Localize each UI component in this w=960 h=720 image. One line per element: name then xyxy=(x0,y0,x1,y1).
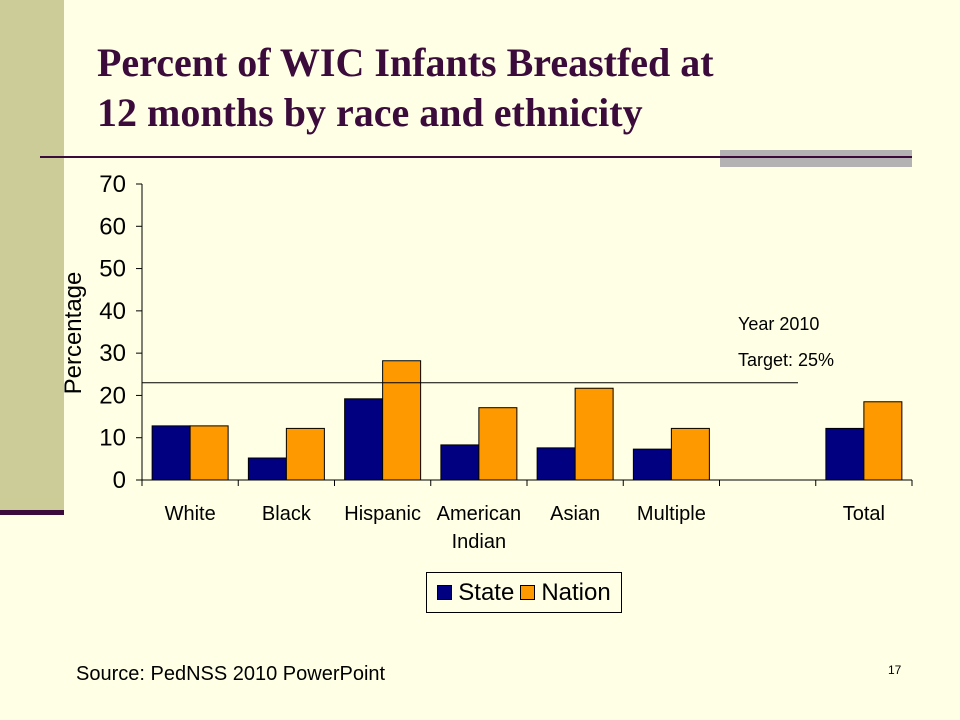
slide-title-line-1: Percent of WIC Infants Breastfed at xyxy=(97,40,714,85)
slide-title-line-2: 12 months by race and ethnicity xyxy=(97,90,643,135)
x-category-label: Multiple xyxy=(637,503,706,525)
title-underline xyxy=(40,156,912,158)
title-underline-overlay xyxy=(720,156,912,158)
y-tick-label: 30 xyxy=(99,340,126,367)
bar-nation xyxy=(863,401,903,481)
bar-state xyxy=(151,425,191,481)
bar-state xyxy=(440,444,480,481)
bar-state xyxy=(825,427,865,481)
source-note: Source: PedNSS 2010 PowerPoint xyxy=(76,663,386,685)
y-tick-label: 10 xyxy=(99,425,126,452)
x-category-label: Total xyxy=(843,503,885,525)
y-axis-label-text: Percentage xyxy=(60,271,87,395)
bar-nation xyxy=(382,360,422,481)
bar-state xyxy=(247,457,287,481)
legend-label-state: State xyxy=(458,578,515,606)
bar-nation xyxy=(574,387,614,481)
legend-swatch-state xyxy=(437,585,453,600)
bar-nation xyxy=(670,427,710,481)
legend-label-nation: Nation xyxy=(541,578,611,606)
bar-nation xyxy=(285,427,325,481)
side-decoration-accent xyxy=(0,510,64,515)
y-tick-label: 60 xyxy=(99,213,126,240)
page-number: 17 xyxy=(888,663,902,677)
title-underline-accent xyxy=(720,150,912,167)
legend-swatch-nation xyxy=(520,585,536,600)
x-category-label: Asian xyxy=(550,503,600,525)
bar-nation xyxy=(478,407,518,481)
legend-item-nation: Nation xyxy=(520,578,611,607)
legend-item-state: State xyxy=(437,579,514,607)
y-tick-label: 20 xyxy=(99,382,126,409)
y-tick-label: 0 xyxy=(113,467,126,494)
chart-legend: State Nation xyxy=(426,572,622,613)
y-tick-label: 70 xyxy=(99,171,126,198)
target-label-line-2: Target: 25% xyxy=(738,350,835,370)
y-tick-label: 50 xyxy=(99,256,126,283)
x-category-label: American xyxy=(437,503,521,525)
target-label-line-1: Year 2010 xyxy=(738,314,820,334)
x-category-label: Hispanic xyxy=(344,503,421,525)
y-tick-label: 40 xyxy=(99,298,126,325)
bar-state xyxy=(344,398,384,481)
x-category-label: Indian xyxy=(452,531,507,553)
side-decoration-bar xyxy=(0,0,64,510)
bar-nation xyxy=(189,425,229,481)
slide-title: Percent of WIC Infants Breastfed at 12 m… xyxy=(97,38,897,138)
x-category-label: White xyxy=(165,503,216,525)
bar-state xyxy=(536,447,576,481)
x-category-label: Black xyxy=(262,503,312,525)
bar-state xyxy=(632,448,672,481)
